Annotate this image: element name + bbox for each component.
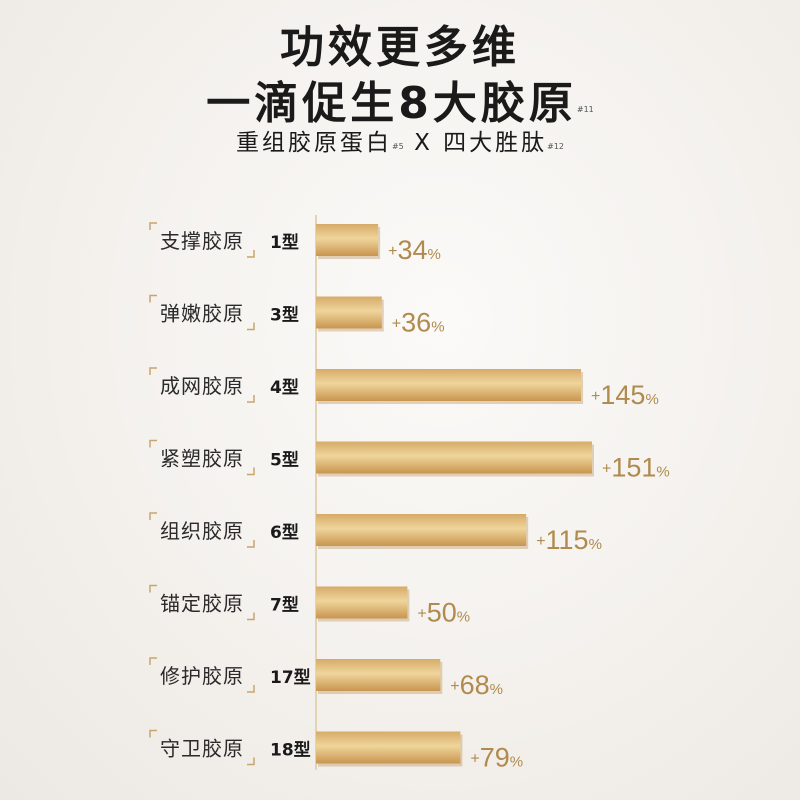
value-label: +79% bbox=[470, 743, 523, 773]
value-label: +115% bbox=[536, 525, 602, 555]
category-label: 弹嫩胶原 bbox=[160, 302, 244, 326]
title-line-2: 一滴促生8大胶原#11 bbox=[206, 78, 594, 129]
collagen-type-label: 1型 bbox=[270, 232, 299, 253]
label-bracket bbox=[149, 729, 255, 766]
subtitle: 重组胶原蛋白#5 X 四大胜肽#12 bbox=[235, 130, 565, 156]
bar bbox=[316, 369, 582, 401]
collagen-type-label: 3型 bbox=[270, 305, 299, 326]
bar bbox=[316, 659, 441, 691]
value-label: +68% bbox=[450, 670, 503, 700]
category-label: 成网胶原 bbox=[160, 374, 244, 398]
bar bbox=[316, 296, 382, 329]
bar bbox=[316, 224, 379, 256]
bar bbox=[316, 731, 461, 764]
footnote-marker: #5 bbox=[391, 142, 404, 151]
title-line-1: 功效更多维 bbox=[280, 22, 520, 73]
label-bracket bbox=[149, 367, 255, 403]
label-bracket bbox=[149, 222, 255, 258]
chart-row: 支撑胶原 1型 +34% bbox=[149, 222, 441, 265]
value-label: +50% bbox=[417, 598, 470, 628]
collagen-type-label: 18型 bbox=[270, 740, 311, 761]
collagen-type-label: 17型 bbox=[270, 667, 311, 688]
category-label: 支撑胶原 bbox=[160, 229, 244, 253]
category-label: 紧塑胶原 bbox=[160, 447, 244, 471]
chart-row: 守卫胶原 18型 +79% bbox=[149, 729, 523, 773]
value-label: +145% bbox=[591, 380, 659, 410]
subtitle-x: X bbox=[414, 130, 433, 156]
collagen-type-label: 5型 bbox=[270, 450, 299, 471]
bar bbox=[316, 586, 408, 619]
value-label: +36% bbox=[392, 308, 445, 338]
collagen-type-label: 4型 bbox=[270, 377, 299, 398]
category-label: 修护胶原 bbox=[160, 664, 244, 688]
label-bracket bbox=[149, 657, 255, 693]
value-label: +34% bbox=[388, 235, 441, 265]
label-bracket bbox=[149, 294, 255, 331]
collagen-type-label: 7型 bbox=[270, 595, 299, 616]
category-label: 守卫胶原 bbox=[160, 737, 244, 761]
category-label: 锚定胶原 bbox=[160, 592, 244, 616]
chart-row: 锚定胶原 7型 +50% bbox=[149, 584, 470, 628]
label-bracket bbox=[149, 512, 255, 548]
chart-row: 成网胶原 4型 +145% bbox=[149, 367, 659, 410]
footnote-marker: #11 bbox=[576, 105, 594, 114]
category-label: 组织胶原 bbox=[160, 519, 244, 543]
bar bbox=[316, 514, 527, 546]
chart-row: 紧塑胶原 5型 +151% bbox=[149, 439, 670, 483]
value-label: +151% bbox=[602, 453, 670, 483]
label-bracket bbox=[149, 584, 255, 621]
bar bbox=[316, 441, 592, 474]
collagen-type-label: 6型 bbox=[270, 522, 299, 543]
label-bracket bbox=[149, 439, 255, 476]
chart-row: 修护胶原 17型 +68% bbox=[149, 657, 503, 700]
chart-row: 组织胶原 6型 +115% bbox=[149, 512, 602, 555]
footnote-marker: #12 bbox=[547, 142, 565, 151]
chart-row: 弹嫩胶原 3型 +36% bbox=[149, 294, 445, 338]
